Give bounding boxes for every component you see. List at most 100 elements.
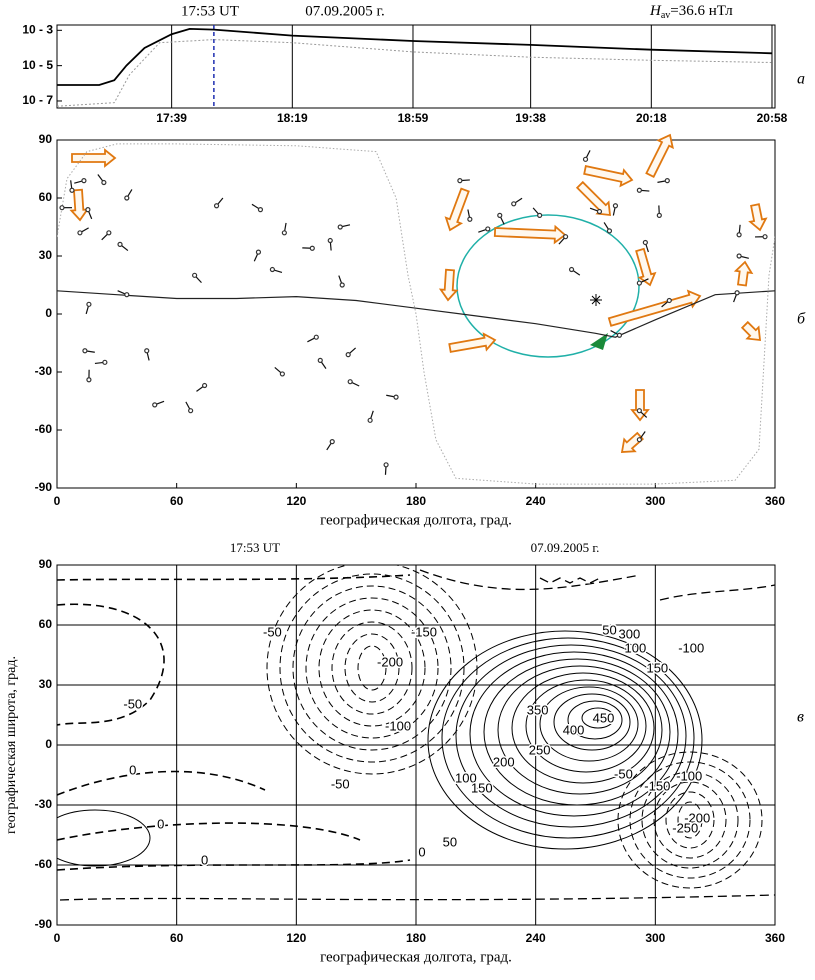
point <box>511 201 517 207</box>
y-tick-label: 90 <box>39 132 53 146</box>
point <box>367 417 373 423</box>
panel-label: б <box>797 311 806 328</box>
y-tick-label: 60 <box>39 617 53 631</box>
point <box>188 408 194 414</box>
contour <box>567 700 623 740</box>
point <box>612 203 619 209</box>
point <box>317 357 323 363</box>
point <box>383 462 389 468</box>
contour <box>331 621 413 715</box>
point <box>59 205 65 211</box>
point <box>213 203 220 209</box>
point <box>329 439 335 445</box>
contour-label: 100 <box>455 770 477 785</box>
field-label: Hav=36.6 нТл <box>649 3 733 21</box>
contour-lines <box>57 565 775 901</box>
contour <box>292 585 452 751</box>
contour-label: 450 <box>593 710 615 725</box>
y-tick-label: -30 <box>35 364 53 378</box>
y-tick-label: 10 - 3 <box>22 22 53 36</box>
point <box>257 207 264 213</box>
vector-arrow <box>444 187 470 232</box>
point <box>606 228 613 234</box>
x-tick-label: 60 <box>170 931 184 945</box>
contour <box>357 645 387 691</box>
vector-arrow <box>583 165 634 188</box>
vector-arrow <box>69 188 90 222</box>
x-tick-label: 20:58 <box>757 111 788 125</box>
contour <box>665 791 715 849</box>
series-line <box>57 143 775 485</box>
point <box>81 178 87 184</box>
point <box>144 348 150 354</box>
contour-label: -100 <box>678 640 704 655</box>
y-tick-label: 0 <box>45 737 52 751</box>
contour-label: 100 <box>625 640 647 655</box>
vector-arrow <box>493 224 567 245</box>
point <box>636 187 642 193</box>
y-tick-label: 60 <box>39 190 53 204</box>
point <box>313 334 319 340</box>
point <box>656 212 662 218</box>
contour-label: 200 <box>493 754 515 769</box>
point <box>86 301 92 307</box>
contour-label: 0 <box>157 816 164 831</box>
contour-label: -100 <box>385 718 411 733</box>
point <box>101 179 107 186</box>
contour-label: 250 <box>529 742 551 757</box>
x-tick-label: 0 <box>54 931 61 945</box>
y-tick-label: 0 <box>45 306 52 320</box>
vector-arrow <box>630 389 650 422</box>
field-label-text: =36.6 нТл <box>670 3 733 19</box>
point <box>664 178 670 184</box>
point <box>86 377 92 383</box>
point <box>269 266 275 273</box>
contour-label: 150 <box>471 780 493 795</box>
point <box>339 282 345 288</box>
x-axis-label: географическая долгота, град. <box>320 949 512 965</box>
point <box>736 253 742 259</box>
x-tick-label: 17:39 <box>156 111 187 125</box>
contour <box>318 609 426 727</box>
contour-label: 400 <box>563 722 585 737</box>
contour-label: -50 <box>331 776 350 791</box>
x-tick-label: 240 <box>526 931 546 945</box>
vector-arrow <box>448 332 497 353</box>
contour <box>653 781 727 859</box>
contour <box>57 574 411 871</box>
vector-arrow <box>748 203 768 232</box>
x-tick-label: 18:19 <box>277 111 308 125</box>
series-line <box>57 290 775 338</box>
point <box>69 187 75 193</box>
contour-label: -250 <box>672 820 698 835</box>
contour-label: -50 <box>123 696 142 711</box>
vector-arrows <box>69 133 768 453</box>
vector-arrow <box>733 260 754 287</box>
point <box>596 208 603 215</box>
plot-area <box>57 143 775 485</box>
contour <box>581 707 615 729</box>
point <box>568 266 575 273</box>
point <box>467 216 473 222</box>
contour <box>553 693 631 751</box>
point <box>736 232 742 238</box>
annotation: 17:53 UT <box>181 3 239 19</box>
point <box>636 437 642 443</box>
contour-label: 350 <box>527 702 549 717</box>
contour-label: -200 <box>684 810 710 825</box>
x-tick-label: 20:18 <box>636 111 667 125</box>
point <box>82 348 88 354</box>
x-axis-label: географическая долгота, град. <box>320 512 512 528</box>
annotation: 07.09.2005 г. <box>531 540 600 555</box>
contour-label: -150 <box>644 778 670 793</box>
point <box>485 226 491 232</box>
field-label-subscript: av <box>661 10 670 21</box>
point <box>192 272 198 278</box>
contour-label: 50 <box>602 622 616 637</box>
contour <box>441 637 695 839</box>
point <box>102 359 108 365</box>
point <box>636 280 642 286</box>
vector-arrow <box>71 148 117 168</box>
